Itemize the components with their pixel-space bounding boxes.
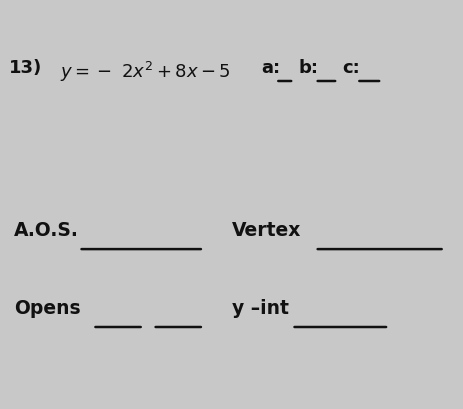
Text: A.O.S.: A.O.S. [14, 221, 79, 240]
Text: $y = -\ 2x^{2} + 8x - 5$: $y = -\ 2x^{2} + 8x - 5$ [60, 59, 231, 83]
Text: a:: a: [262, 59, 281, 77]
Text: 13): 13) [9, 59, 43, 77]
Text: y –int: y –int [232, 299, 288, 317]
Text: Opens: Opens [14, 299, 81, 317]
Text: c:: c: [343, 59, 360, 77]
Text: b:: b: [299, 59, 319, 77]
Text: Vertex: Vertex [232, 221, 301, 240]
